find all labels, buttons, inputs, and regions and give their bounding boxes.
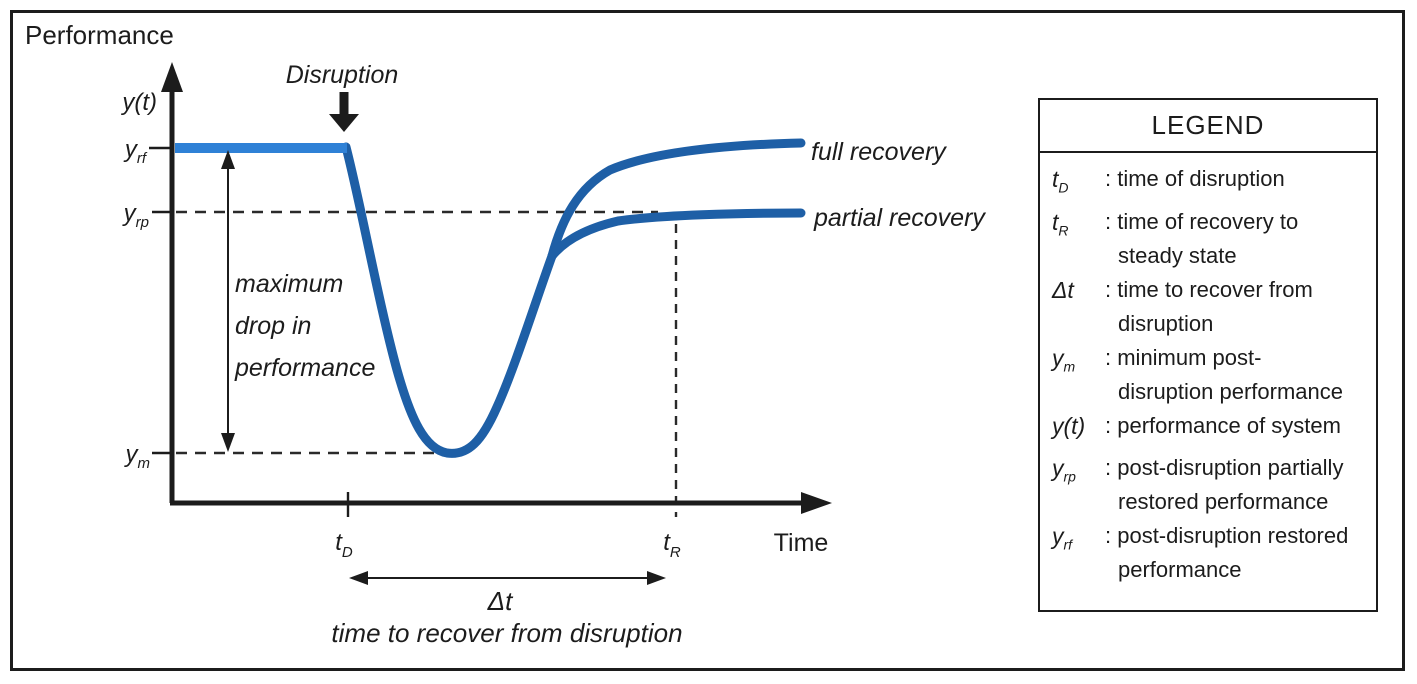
legend-item-yrf: yrf : post-disruption restored performanc… (1052, 519, 1370, 587)
legend-rows: tD : time of disruption tR : time of rec… (1040, 153, 1376, 587)
delta-t-caption: time to recover from disruption (331, 618, 682, 648)
legend-symbol: yrf (1052, 523, 1073, 553)
legend-item-tr: tR : time of recovery to steady state (1052, 205, 1370, 273)
ym-label: ym (124, 441, 151, 472)
legend-item-yt: y(t) : performance of system (1052, 409, 1370, 452)
legend-desc: : post-disruption partially (1105, 455, 1344, 481)
legend-symbol: Δt (1052, 276, 1074, 303)
max-drop-arrow-down-icon (221, 433, 235, 452)
disruption-label: Disruption (286, 61, 399, 89)
max-drop-label-line2: drop in (235, 312, 311, 340)
delta-t-arrow-right-icon (647, 571, 666, 585)
legend-desc: : time to recover from (1105, 276, 1313, 302)
legend-symbol: tR (1052, 208, 1069, 239)
legend-symbol: yrp (1052, 455, 1076, 485)
legend-item-delta-t: Δt : time to recover from disruption (1052, 273, 1370, 341)
legend-desc: : performance of system (1105, 412, 1341, 438)
y-axis-symbol: y(t) (120, 89, 157, 116)
legend-desc: : post-disruption restored (1105, 523, 1349, 549)
partial-recovery-curve (547, 208, 806, 261)
max-drop-arrow-up-icon (221, 150, 235, 169)
partial-recovery-label: partial recovery (813, 204, 986, 232)
x-axis-arrowhead-icon (801, 492, 832, 514)
max-drop-label-line3: performance (234, 354, 375, 382)
legend-symbol: tD (1052, 166, 1069, 196)
legend-title: LEGEND (1040, 100, 1376, 153)
legend-desc: : time of disruption (1105, 166, 1285, 191)
disruption-arrow-icon (329, 114, 359, 132)
delta-t-label: Δt (487, 586, 514, 616)
legend-desc: : minimum post- (1105, 344, 1262, 370)
legend-item-ym: ym : minimum post-disruption performance (1052, 341, 1370, 409)
legend-item-td: tD : time of disruption (1052, 162, 1370, 205)
legend-desc: : time of recovery to (1105, 208, 1299, 234)
chart-title: Performance (25, 20, 174, 50)
legend-symbol: y(t) (1052, 412, 1086, 439)
disruption-arrow-shaft (339, 92, 349, 116)
yrp-label: yrp (122, 200, 149, 231)
yrf-label: yrf (123, 136, 148, 167)
tr-label: tR (663, 529, 681, 561)
delta-t-arrow-left-icon (349, 571, 368, 585)
performance-curve (341, 138, 806, 458)
td-label: tD (335, 529, 353, 561)
legend-item-yrp: yrp : post-disruption partially restored … (1052, 451, 1370, 519)
full-recovery-label: full recovery (811, 138, 947, 166)
max-drop-label-line1: maximum (235, 270, 343, 298)
y-axis-arrowhead-icon (161, 62, 183, 92)
legend-symbol: ym (1052, 344, 1076, 375)
x-axis-title: Time (774, 529, 829, 557)
legend-box: LEGEND tD : time of disruption tR : time… (1038, 98, 1378, 612)
